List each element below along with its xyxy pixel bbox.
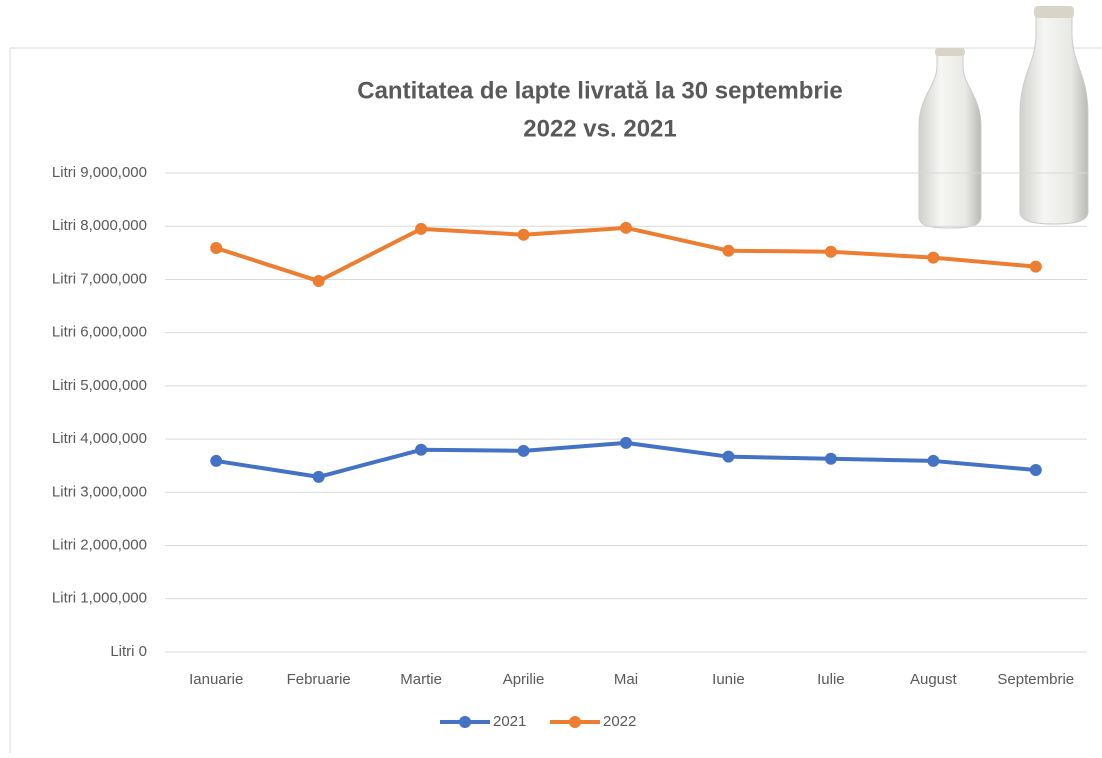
page: Cantitatea de lapte livrată la 30 septem… <box>0 0 1102 758</box>
y-tick-label: Litri 5,000,000 <box>52 377 147 394</box>
point <box>1030 464 1042 476</box>
legend-marker <box>459 716 471 728</box>
point <box>415 223 427 235</box>
chart: Cantitatea de lapte livrată la 30 septem… <box>0 0 1102 753</box>
y-tick-label: Litri 7,000,000 <box>52 270 147 287</box>
point <box>825 453 837 465</box>
point <box>927 252 939 264</box>
x-tick-label: Aprilie <box>503 671 545 688</box>
point <box>415 444 427 456</box>
x-tick-label: Iulie <box>817 671 845 688</box>
point <box>210 242 222 254</box>
point <box>313 471 325 483</box>
x-tick-label: Ianuarie <box>189 671 243 688</box>
y-tick-label: Litri 1,000,000 <box>52 590 147 607</box>
y-tick-label: Litri 0 <box>110 643 147 660</box>
legend-label: 2021 <box>493 713 526 730</box>
point <box>825 246 837 258</box>
point <box>722 245 734 257</box>
y-tick-label: Litri 6,000,000 <box>52 324 147 341</box>
y-tick-label: Litri 2,000,000 <box>52 537 147 554</box>
legend-marker <box>569 716 581 728</box>
point <box>313 275 325 287</box>
x-tick-label: August <box>910 671 958 688</box>
point <box>927 455 939 467</box>
point <box>518 445 530 457</box>
point <box>722 451 734 463</box>
chart-title: Cantitatea de lapte livrată la 30 septem… <box>357 77 843 104</box>
legend-label: 2022 <box>603 713 636 730</box>
x-tick-label: Februarie <box>287 671 351 688</box>
x-tick-label: Martie <box>400 671 442 688</box>
point <box>1030 261 1042 273</box>
point <box>518 229 530 241</box>
point <box>620 437 632 449</box>
y-tick-label: Litri 9,000,000 <box>52 164 147 181</box>
y-tick-label: Litri 3,000,000 <box>52 483 147 500</box>
x-tick-label: Mai <box>614 671 638 688</box>
x-tick-label: Iunie <box>712 671 745 688</box>
x-tick-label: Septembrie <box>997 671 1074 688</box>
y-tick-label: Litri 4,000,000 <box>52 430 147 447</box>
y-tick-label: Litri 8,000,000 <box>52 217 147 234</box>
point <box>620 222 632 234</box>
point <box>210 455 222 467</box>
chart-subtitle: 2022 vs. 2021 <box>523 115 676 142</box>
